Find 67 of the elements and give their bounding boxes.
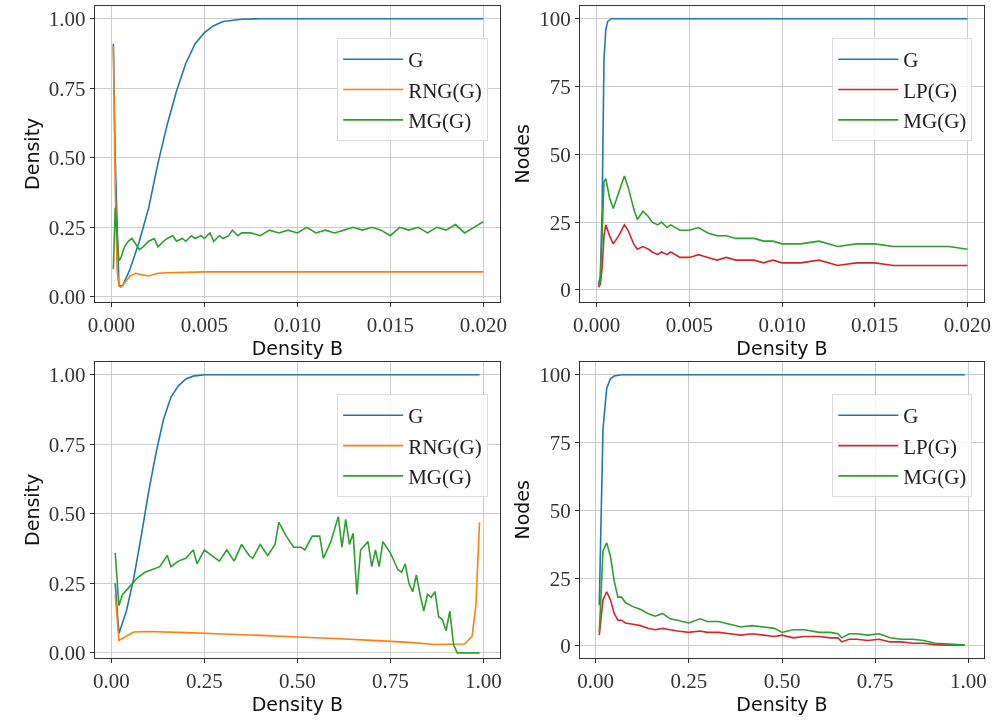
- x-tick-label: 1.00: [464, 668, 502, 693]
- x-tick-label: 0.015: [851, 312, 899, 337]
- line-series: [597, 17, 969, 286]
- line-series: [597, 224, 969, 289]
- y-tick-label: 50: [549, 142, 571, 167]
- y-tick-label: 75: [549, 74, 571, 99]
- line-series: [598, 373, 966, 607]
- x-tick-label: 0.75: [371, 668, 409, 693]
- y-axis-title: Nodes: [511, 480, 534, 540]
- legend-label: MG(G): [903, 465, 967, 490]
- y-tick-label: 1.00: [48, 363, 86, 388]
- y-tick-label: 0.00: [48, 285, 86, 310]
- y-tick-label: 0.25: [48, 571, 86, 596]
- x-tick-label: 1.00: [950, 668, 987, 693]
- y-tick-label: 0: [560, 278, 571, 303]
- legend-label: MG(G): [408, 109, 472, 134]
- y-tick-label: 0.50: [48, 502, 86, 527]
- line-series: [598, 542, 966, 646]
- legend-label: LP(G): [903, 434, 957, 459]
- y-axis-title: Nodes: [511, 124, 534, 184]
- line-series: [597, 175, 969, 287]
- x-tick-label: 0.005: [665, 312, 713, 337]
- y-axis-title: Density: [20, 473, 43, 546]
- y-tick-label: 50: [549, 498, 571, 523]
- x-tick-label: 0.020: [943, 312, 992, 337]
- y-tick-label: 0: [560, 634, 571, 659]
- line-series: [112, 207, 485, 270]
- x-tick-label: 0.25: [670, 668, 708, 693]
- x-axis-title: Density B: [736, 692, 828, 715]
- x-tick-label: 0.50: [763, 668, 801, 693]
- y-tick-label: 25: [549, 566, 571, 591]
- y-tick-label: 0.00: [48, 641, 86, 666]
- legend-label: G: [408, 48, 424, 73]
- y-tick-label: 0.50: [48, 146, 86, 171]
- legend-label: RNG(G): [408, 78, 482, 103]
- legend-label: G: [408, 404, 424, 429]
- y-tick-label: 25: [549, 210, 571, 235]
- x-tick-label: 0.020: [459, 312, 507, 337]
- x-axis-title: Density B: [251, 692, 344, 715]
- legend-label: RNG(G): [408, 434, 482, 459]
- x-axis-title: Density B: [736, 336, 828, 359]
- y-tick-label: 0.25: [48, 215, 86, 240]
- y-axis-title: Density: [20, 117, 43, 190]
- y-tick-label: 1.00: [48, 7, 86, 32]
- x-tick-label: 0.010: [273, 312, 322, 337]
- x-tick-label: 0.75: [856, 668, 894, 693]
- y-tick-label: 75: [549, 430, 571, 455]
- x-tick-label: 0.00: [577, 668, 614, 693]
- x-tick-label: 0.000: [87, 312, 136, 337]
- x-tick-label: 0.25: [186, 668, 223, 693]
- legend-label: G: [903, 48, 919, 73]
- x-tick-label: 0.015: [366, 312, 414, 337]
- y-tick-label: 100: [539, 7, 571, 32]
- x-tick-label: 0.010: [758, 312, 806, 337]
- legend-label: LP(G): [903, 78, 957, 103]
- x-axis-title: Density B: [251, 336, 344, 359]
- y-tick-label: 0.75: [48, 76, 86, 101]
- line-series: [114, 373, 481, 635]
- legend-label: MG(G): [408, 465, 472, 490]
- x-tick-label: 0.50: [279, 668, 316, 693]
- y-tick-label: 100: [539, 363, 571, 388]
- legend-label: MG(G): [903, 109, 967, 134]
- legend-label: G: [903, 404, 919, 429]
- x-tick-label: 0.000: [572, 312, 621, 337]
- x-tick-label: 0.00: [93, 668, 130, 693]
- y-tick-label: 0.75: [48, 432, 86, 457]
- x-tick-label: 0.005: [180, 312, 229, 337]
